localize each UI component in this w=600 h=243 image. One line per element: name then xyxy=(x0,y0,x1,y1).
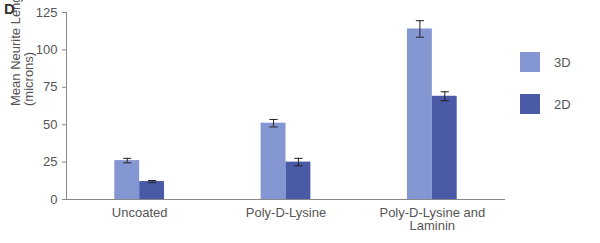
svg-text:0: 0 xyxy=(50,192,57,207)
svg-text:Uncoated: Uncoated xyxy=(112,205,168,220)
svg-text:Poly-D-Lysine: Poly-D-Lysine xyxy=(246,205,326,220)
html-text:D: D xyxy=(4,0,15,17)
svg-text:125: 125 xyxy=(36,5,58,20)
html-text:3D: 3D xyxy=(554,54,571,70)
svg-text:100: 100 xyxy=(36,42,58,57)
svg-text:25: 25 xyxy=(43,154,57,169)
svg-text:50: 50 xyxy=(43,117,57,132)
html-text:2D: 2D xyxy=(554,96,571,112)
svg-text:75: 75 xyxy=(43,79,57,94)
svg-text:Poly-D-Lysine andLaminin: Poly-D-Lysine andLaminin xyxy=(379,205,485,233)
